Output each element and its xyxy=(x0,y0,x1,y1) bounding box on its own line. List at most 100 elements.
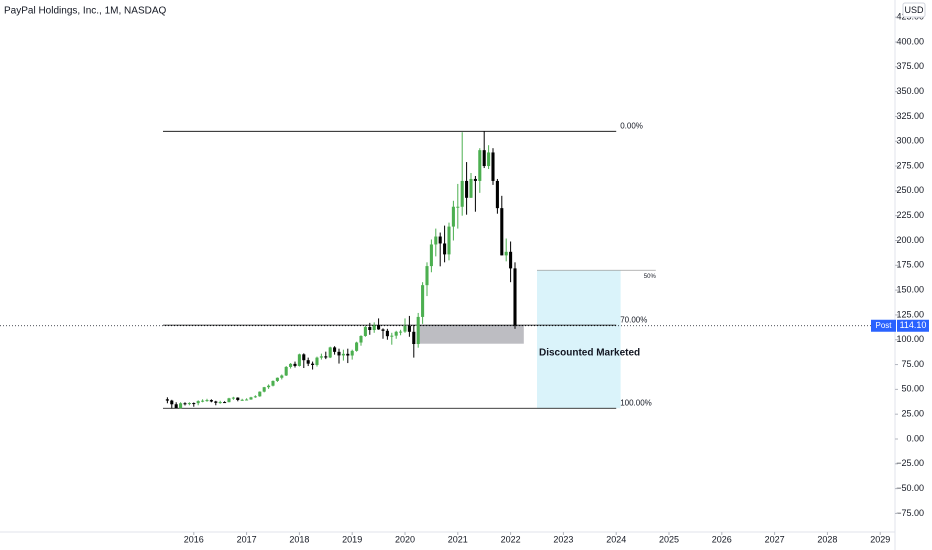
candle-body xyxy=(381,329,385,331)
candle-body xyxy=(333,347,337,352)
candle-body xyxy=(209,400,213,402)
candle-body xyxy=(487,152,491,167)
x-tick-label: 2016 xyxy=(184,534,204,544)
y-tick-label: 375.00 xyxy=(896,61,924,71)
candle-body xyxy=(394,331,398,336)
candle-body xyxy=(363,327,367,336)
candle-body xyxy=(258,391,262,397)
x-tick-label: 2029 xyxy=(870,534,890,544)
candle-body xyxy=(253,396,257,398)
x-tick-label: 2025 xyxy=(659,534,679,544)
last-price-tag-box xyxy=(871,319,896,332)
zone-label: Discounted Marketed xyxy=(539,348,640,359)
x-tick-label: 2028 xyxy=(817,534,837,544)
candle-body xyxy=(170,400,174,405)
candle-body xyxy=(469,178,473,198)
y-tick-label: −75.00 xyxy=(896,508,924,518)
candle-body xyxy=(201,400,205,402)
candle-body xyxy=(509,251,513,269)
candle-body xyxy=(214,401,218,403)
candle-body xyxy=(284,366,288,376)
candle-body xyxy=(315,357,319,365)
candle-body xyxy=(293,363,297,366)
candle-body xyxy=(297,354,301,366)
candle-body xyxy=(280,375,284,378)
candle-body xyxy=(249,397,253,400)
currency-box[interactable] xyxy=(902,2,926,18)
x-tick-label: 2019 xyxy=(342,534,362,544)
candle-body xyxy=(416,316,420,345)
candle-body xyxy=(192,403,196,405)
y-tick-label: 100.00 xyxy=(896,334,924,344)
candle-body xyxy=(328,347,332,358)
y-tick-label: 25.00 xyxy=(901,409,924,419)
y-tick-label: −50.00 xyxy=(896,483,924,493)
candle-body xyxy=(473,178,477,181)
y-tick-label: 300.00 xyxy=(896,136,924,146)
candle-body xyxy=(434,236,438,245)
zone xyxy=(537,270,621,409)
candle-body xyxy=(495,180,499,209)
x-tick-label: 2021 xyxy=(448,534,468,544)
candle-body xyxy=(218,402,222,404)
candle-body xyxy=(324,356,328,358)
y-tick-label: −25.00 xyxy=(896,458,924,468)
candle-body xyxy=(311,363,315,365)
candle-body xyxy=(271,380,275,386)
candle-body xyxy=(465,180,469,198)
y-tick-label: 275.00 xyxy=(896,160,924,170)
x-tick-label: 2027 xyxy=(765,534,785,544)
y-tick-label: 250.00 xyxy=(896,185,924,195)
y-tick-label: 400.00 xyxy=(896,36,924,46)
candle-body xyxy=(337,351,341,356)
fib-label: 100.00% xyxy=(620,398,652,407)
candle-body xyxy=(390,335,394,337)
candle-body xyxy=(262,387,266,392)
candle-body xyxy=(223,402,227,404)
last-price-box xyxy=(897,319,929,332)
last-price-label: 114.10 xyxy=(900,320,927,330)
candle-body xyxy=(267,385,271,388)
candle-body xyxy=(403,325,407,332)
x-tick-label: 2017 xyxy=(237,534,257,544)
y-tick-label: 325.00 xyxy=(896,111,924,121)
candle-body xyxy=(359,335,363,343)
candle-body xyxy=(355,342,359,351)
candle-body xyxy=(302,354,306,361)
candle-body xyxy=(478,150,482,181)
y-tick-label: 200.00 xyxy=(896,235,924,245)
candle-body xyxy=(231,397,235,399)
currency[interactable]: USD xyxy=(904,5,924,15)
x-tick-label: 2020 xyxy=(395,534,415,544)
candle-body xyxy=(227,398,231,403)
candle-body xyxy=(377,325,381,330)
candle-body xyxy=(187,403,191,405)
x-tick-label: 2024 xyxy=(606,534,626,544)
candle-body xyxy=(425,266,429,286)
fib-label: 70.00% xyxy=(620,315,647,324)
candle-body xyxy=(174,404,178,409)
y-tick-label: 350.00 xyxy=(896,86,924,96)
y-tick-label: 125.00 xyxy=(896,309,924,319)
candle-body xyxy=(460,180,464,207)
candle-body xyxy=(385,330,389,337)
fib-label: 0.00% xyxy=(620,121,643,130)
last-price-tag: Post xyxy=(875,321,892,330)
x-tick-label: 2023 xyxy=(553,534,573,544)
candle-body xyxy=(482,150,486,167)
candle-body xyxy=(341,353,345,356)
y-tick-label: 75.00 xyxy=(901,359,924,369)
candle-body xyxy=(319,356,323,358)
candle-body xyxy=(306,360,310,364)
candle-body xyxy=(504,251,508,256)
x-tick-label: 2018 xyxy=(289,534,309,544)
y-tick-label: 225.00 xyxy=(896,210,924,220)
candle-body xyxy=(429,244,433,267)
candle-body xyxy=(165,399,169,401)
chart-title: PayPal Holdings, Inc., 1M, NASDAQ xyxy=(4,6,167,17)
candle-body xyxy=(350,350,354,356)
y-tick-label: 150.00 xyxy=(896,284,924,294)
